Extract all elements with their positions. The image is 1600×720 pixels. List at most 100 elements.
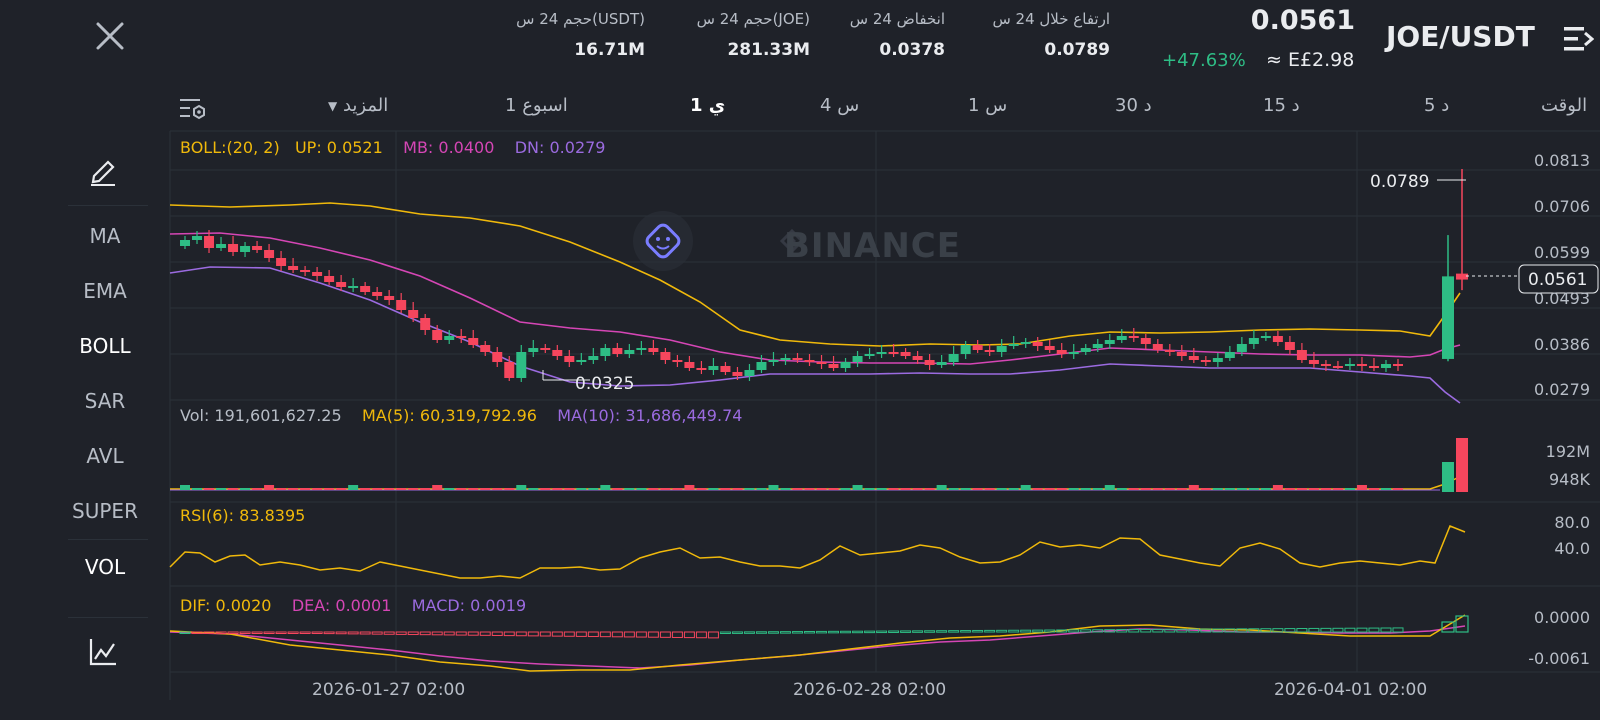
candle-body [396, 300, 407, 310]
indicator-chart-icon[interactable] [88, 637, 118, 667]
timeframe-5m[interactable]: 5 د [1424, 95, 1450, 116]
macd-bar [864, 630, 876, 634]
macd-legend[interactable]: DIF: 0.0020 DEA: 0.0001 MACD: 0.0019 [180, 596, 526, 615]
volume-bar [1044, 488, 1055, 490]
boll-legend[interactable]: BOLL:(20, 2) UP: 0.0521 MB: 0.0400 DN: 0… [180, 138, 605, 157]
candle-body [696, 368, 707, 370]
candle-body [588, 356, 599, 360]
vol-legend[interactable]: Vol: 191,601,627.25 MA(5): 60,319,792.96… [180, 406, 742, 425]
macd-bar [1056, 629, 1068, 633]
stat-value-high: 0.0789 [1044, 40, 1110, 60]
toolbar-divider [68, 205, 148, 206]
candle-body [1068, 352, 1079, 354]
volume-bar [492, 488, 503, 490]
volume-bar [1164, 488, 1175, 490]
volume-bar [1212, 488, 1223, 490]
macd-bar [287, 631, 299, 634]
candle-body [540, 348, 551, 350]
vol-ma5: MA(5): 60,319,792.96 [362, 406, 537, 425]
volume-bar [984, 488, 995, 490]
ai-assistant-icon[interactable] [633, 211, 693, 271]
candle-body [1332, 366, 1343, 368]
candle-body [948, 354, 959, 362]
timeframe-4h[interactable]: 4 س [820, 95, 860, 116]
volume-bar [420, 488, 431, 490]
candle-body [360, 286, 371, 292]
volume-bar [612, 488, 623, 490]
macd-bar [227, 631, 239, 634]
timeframe-30m[interactable]: 30 د [1115, 95, 1152, 116]
volume-bar [360, 488, 371, 490]
chart-settings-icon[interactable] [178, 96, 208, 122]
macd-bar [888, 630, 900, 633]
candle-body [300, 270, 311, 272]
candle-body [1188, 356, 1199, 360]
volume-bar [768, 485, 779, 490]
close-icon[interactable] [94, 20, 126, 52]
macd-bar [1260, 628, 1272, 633]
tool-vol[interactable]: VOL [84, 555, 126, 579]
stat-value-volume-usdt: 16.71M [574, 40, 645, 60]
volume-bar [576, 488, 587, 490]
rsi-legend[interactable]: RSI(6): 83.8395 [180, 506, 306, 525]
tool-sar[interactable]: SAR [84, 389, 126, 413]
timeframe-1d[interactable]: 1 ي [690, 95, 726, 116]
candle-body [372, 292, 383, 296]
stat-label-volume-usdt: حجم 24 س(USDT) [516, 10, 645, 28]
macd-bar [335, 631, 347, 635]
timeframe-1w[interactable]: 1 اسبوع [505, 95, 568, 116]
candle-body [1056, 350, 1067, 354]
tool-ma[interactable]: MA [89, 224, 121, 248]
macd-bar [299, 631, 311, 634]
timeframe-more-label: المزيد [342, 95, 389, 116]
tool-ema[interactable]: EMA [83, 279, 127, 303]
last-price-tag: 0.0561 [1528, 270, 1588, 290]
volume-bar [744, 488, 755, 490]
vol-axis-label: 192M [1545, 442, 1590, 461]
menu-icon[interactable] [1564, 25, 1595, 53]
volume-bar [1260, 488, 1271, 490]
volume-bar [1224, 488, 1235, 490]
candle-body [516, 352, 527, 378]
macd-bar [239, 631, 251, 634]
macd-bar [1368, 627, 1380, 633]
candle-body [648, 348, 659, 352]
volume-bar [1320, 488, 1331, 490]
boll-middle-line [169, 232, 1461, 365]
volume-bar [336, 488, 347, 490]
macd-bar [1188, 628, 1200, 633]
macd-bar [1308, 627, 1320, 633]
candle-body [768, 360, 779, 362]
volume-bar [780, 488, 791, 490]
macd-bar [1455, 615, 1469, 633]
macd-bar [575, 631, 587, 637]
macd-bar [1092, 629, 1104, 633]
last-price: 0.0561 [1250, 5, 1355, 36]
volume-bar [1284, 488, 1295, 490]
price-axis-label: 0.0279 [1534, 380, 1590, 399]
macd-bar [960, 630, 972, 633]
candle-body [624, 350, 635, 354]
tool-avl[interactable]: AVL [86, 444, 124, 468]
candle-body [1152, 344, 1163, 350]
macd-bar [599, 631, 611, 638]
macd-bar [972, 629, 984, 633]
candle-body [936, 362, 947, 365]
macd-dea: DEA: 0.0001 [291, 596, 392, 615]
pair-title[interactable]: JOE/USDT [1386, 20, 1535, 53]
tool-boll[interactable]: BOLL [79, 334, 131, 358]
volume-bar [960, 488, 971, 490]
candle-body [1344, 364, 1355, 366]
volume-bar [972, 488, 983, 490]
volume-bar [936, 485, 947, 490]
tool-super[interactable]: SUPER [72, 499, 138, 523]
volume-bar [456, 488, 467, 490]
draw-pencil-icon[interactable] [88, 154, 118, 186]
macd-bar [1008, 629, 1020, 633]
timeframe-1h[interactable]: 1 س [968, 95, 1008, 116]
timeframe-15m[interactable]: 15 د [1263, 95, 1300, 116]
volume-bar [792, 488, 803, 490]
macd-bar [900, 630, 912, 633]
timeframe-more[interactable]: ▼ المزيد [328, 95, 388, 116]
